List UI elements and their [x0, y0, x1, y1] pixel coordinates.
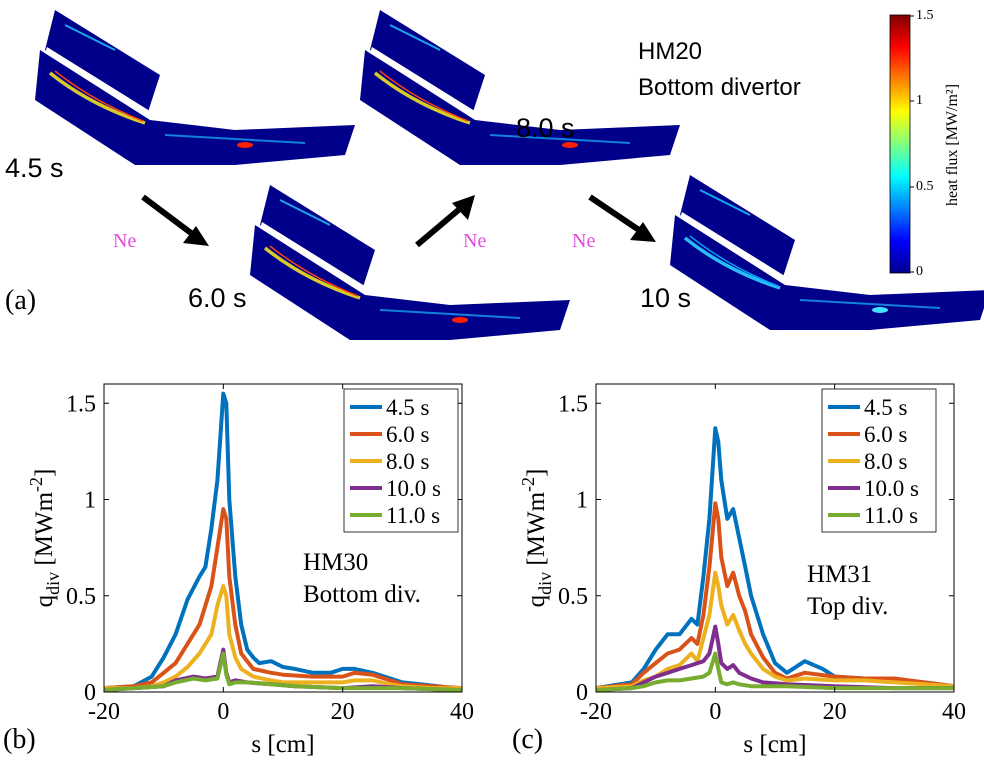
legend-label: 8.0 s — [864, 449, 908, 474]
colorbar-label: heat flux [MW/m²] — [944, 83, 961, 207]
series-line-4 — [595, 651, 954, 693]
x-tick-label: 0 — [709, 699, 721, 725]
y-tick-label: 0.5 — [558, 584, 588, 610]
x-tick-label: 0 — [217, 699, 229, 725]
x-axis-label: s [cm] — [743, 731, 806, 758]
series-line-2 — [595, 570, 955, 691]
legend-label: 4.5 s — [864, 395, 908, 420]
chart-0-legend: 4.5 s6.0 s8.0 s10.0 s11.0 s — [343, 388, 459, 533]
legend-label: 10.0 s — [386, 476, 441, 501]
legend-label: 11.0 s — [864, 503, 918, 528]
divertor-snapshots-svg — [35, 10, 984, 340]
ne-label-3: Ne — [572, 230, 596, 252]
panel-letter: (c) — [512, 724, 543, 755]
divertor-snapshot-2 — [250, 185, 570, 340]
legend-label: 10.0 s — [864, 476, 919, 501]
x-axis-label: s [cm] — [251, 731, 314, 758]
colorbar-tick-0: 0 — [916, 264, 923, 279]
x-tick-label: 20 — [331, 699, 355, 725]
series-line-2 — [104, 584, 462, 691]
chart-annotation-line1: HM31 — [807, 561, 872, 588]
series-line-1 — [595, 501, 955, 691]
series-line-1 — [103, 507, 463, 691]
legend-label: 11.0 s — [386, 503, 440, 528]
colorbar — [889, 14, 911, 274]
x-tick-label: -20 — [580, 699, 612, 725]
divertor-snapshot-4 — [670, 175, 984, 330]
y-axis-label: qdiv [MWm-2] — [26, 469, 63, 608]
y-tick-label: 0 — [84, 680, 96, 706]
y-tick-label: 1 — [576, 488, 588, 514]
plot-frame — [595, 383, 955, 693]
colorbar-tick-1-5: 1.5 — [916, 8, 934, 23]
y-axis-label: qdiv [MWm-2] — [518, 469, 555, 608]
x-tick-label: 40 — [942, 699, 966, 725]
legend-label: 8.0 s — [386, 449, 430, 474]
ne-label-2: Ne — [463, 230, 487, 252]
chart-0-series-group — [103, 391, 463, 693]
chart-annotation-line2: Top div. — [807, 593, 888, 620]
plot-frame — [103, 383, 463, 693]
panel-a-title-line1: HM20 — [638, 38, 703, 65]
arrow-1-icon — [141, 194, 209, 246]
colorbar-tick-0-5: 0.5 — [916, 179, 934, 194]
y-tick-label: 1.5 — [558, 391, 588, 417]
panel-a-letter: (a) — [5, 285, 37, 316]
x-tick-label: 40 — [450, 699, 474, 725]
chart-1-legend: 4.5 s6.0 s8.0 s10.0 s11.0 s — [821, 388, 937, 533]
legend-label: 4.5 s — [386, 395, 430, 420]
panel-a-title-line2: Bottom divertor — [638, 74, 801, 101]
series-line-4 — [103, 651, 463, 693]
panel-letter: (b) — [3, 724, 36, 755]
snapshot-time-4: 10 s — [640, 283, 692, 313]
ne-label-1: Ne — [113, 230, 137, 252]
snapshot-time-3: 8.0 s — [516, 113, 575, 143]
snapshot-time-1: 4.5 s — [5, 153, 64, 183]
legend-label: 6.0 s — [386, 422, 430, 447]
divertor-snapshot-3 — [360, 10, 680, 165]
arrow-3-icon — [588, 194, 656, 242]
series-line-3 — [595, 624, 954, 693]
divertor-snapshot-1 — [35, 10, 355, 165]
chart-1-series-group — [595, 426, 955, 693]
y-tick-label: 1.5 — [66, 391, 96, 417]
series-line-0 — [595, 426, 955, 691]
legend-label: 6.0 s — [864, 422, 908, 447]
arrow-2-icon — [415, 195, 475, 248]
x-tick-label: 20 — [823, 699, 847, 725]
y-tick-label: 1 — [84, 488, 96, 514]
y-tick-label: 0.5 — [66, 584, 96, 610]
x-tick-label: -20 — [88, 699, 120, 725]
colorbar-tick-1: 1 — [916, 93, 923, 108]
chart-annotation-line1: HM30 — [303, 549, 368, 576]
y-tick-label: 0 — [576, 680, 588, 706]
snapshot-time-2: 6.0 s — [188, 283, 247, 313]
chart-annotation-line2: Bottom div. — [303, 581, 421, 608]
